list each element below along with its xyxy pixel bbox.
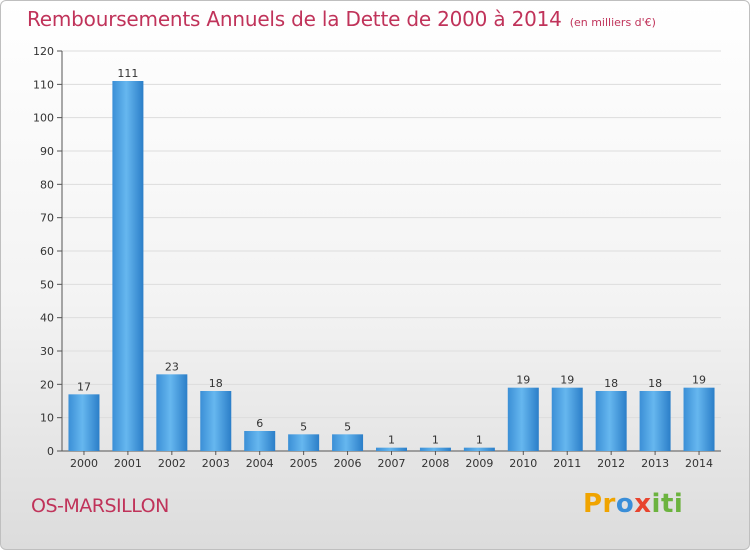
bar-2006 xyxy=(332,434,364,451)
y-tick-label: 0 xyxy=(47,445,54,458)
bar-2012 xyxy=(595,391,627,451)
y-tick-label: 60 xyxy=(40,245,54,258)
y-tick-label: 10 xyxy=(40,412,54,425)
bar-2003 xyxy=(200,391,232,451)
bar-2001 xyxy=(112,81,144,451)
bar-2010 xyxy=(507,387,539,451)
x-tick-label-2004: 2004 xyxy=(246,457,274,470)
y-tick-label: 40 xyxy=(40,312,54,325)
bar-2005 xyxy=(288,434,320,451)
data-label-2005: 5 xyxy=(300,420,307,433)
data-label-2011: 19 xyxy=(560,374,574,387)
data-label-2013: 18 xyxy=(648,377,662,390)
y-tick-label: 20 xyxy=(40,378,54,391)
x-tick-label-2002: 2002 xyxy=(158,457,186,470)
commune-name: OS-MARSILLON xyxy=(31,495,169,517)
x-tick-label-2005: 2005 xyxy=(290,457,318,470)
data-label-2004: 6 xyxy=(256,417,263,430)
bar-2008 xyxy=(419,447,451,451)
x-tick-label-2008: 2008 xyxy=(421,457,449,470)
bar-2009 xyxy=(463,447,495,451)
bar-2013 xyxy=(639,391,671,451)
y-tick-label: 70 xyxy=(40,212,54,225)
grid xyxy=(62,50,721,419)
x-tick-label-2010: 2010 xyxy=(509,457,537,470)
bar-2011 xyxy=(551,387,583,451)
data-label-2009: 1 xyxy=(476,434,483,447)
y-tick-label: 100 xyxy=(33,112,54,125)
data-label-2010: 19 xyxy=(516,374,530,387)
x-tick-label-2013: 2013 xyxy=(641,457,669,470)
x-tick-label-2003: 2003 xyxy=(202,457,230,470)
x-tick-label-2001: 2001 xyxy=(114,457,142,470)
data-label-2000: 17 xyxy=(77,380,91,393)
data-label-2006: 5 xyxy=(344,420,351,433)
x-tick-label-2011: 2011 xyxy=(553,457,581,470)
y-tick-label: 120 xyxy=(33,45,54,58)
y-tick-label: 110 xyxy=(33,78,54,91)
data-label-2007: 1 xyxy=(388,434,395,447)
data-label-2008: 1 xyxy=(432,434,439,447)
x-tick-label-2012: 2012 xyxy=(597,457,625,470)
x-tick-label-2009: 2009 xyxy=(465,457,493,470)
y-tick-label: 50 xyxy=(40,278,54,291)
chart-unit: (en milliers d'€) xyxy=(569,16,656,29)
bar-2014 xyxy=(683,387,715,451)
x-tick-label-2014: 2014 xyxy=(685,457,713,470)
proxiti-logo[interactable]: Proxiti xyxy=(583,489,684,519)
data-label-2002: 23 xyxy=(165,360,179,373)
bar-2002 xyxy=(156,374,188,451)
data-label-2001: 111 xyxy=(117,67,138,80)
chart-title: Remboursements Annuels de la Dette de 20… xyxy=(27,7,656,31)
data-label-2014: 19 xyxy=(692,374,706,387)
bar-2007 xyxy=(376,447,407,451)
x-tick-label-2000: 2000 xyxy=(70,457,98,470)
data-label-2003: 18 xyxy=(209,377,223,390)
y-tick-label: 80 xyxy=(40,178,54,191)
x-tick-label-2006: 2006 xyxy=(334,457,362,470)
axes: 0 10 20 30 40 50 60 70 80 90 100 110 120 2000 2001 2002… xyxy=(33,45,721,470)
y-tick-label: 90 xyxy=(40,145,54,158)
data-label-2012: 18 xyxy=(604,377,618,390)
bar-2004 xyxy=(244,431,276,451)
y-tick-label: 30 xyxy=(40,345,54,358)
x-tick-label-2007: 2007 xyxy=(378,457,406,470)
chart-title-text: Remboursements Annuels de la Dette de 20… xyxy=(27,7,562,31)
bar-2000 xyxy=(68,394,100,451)
